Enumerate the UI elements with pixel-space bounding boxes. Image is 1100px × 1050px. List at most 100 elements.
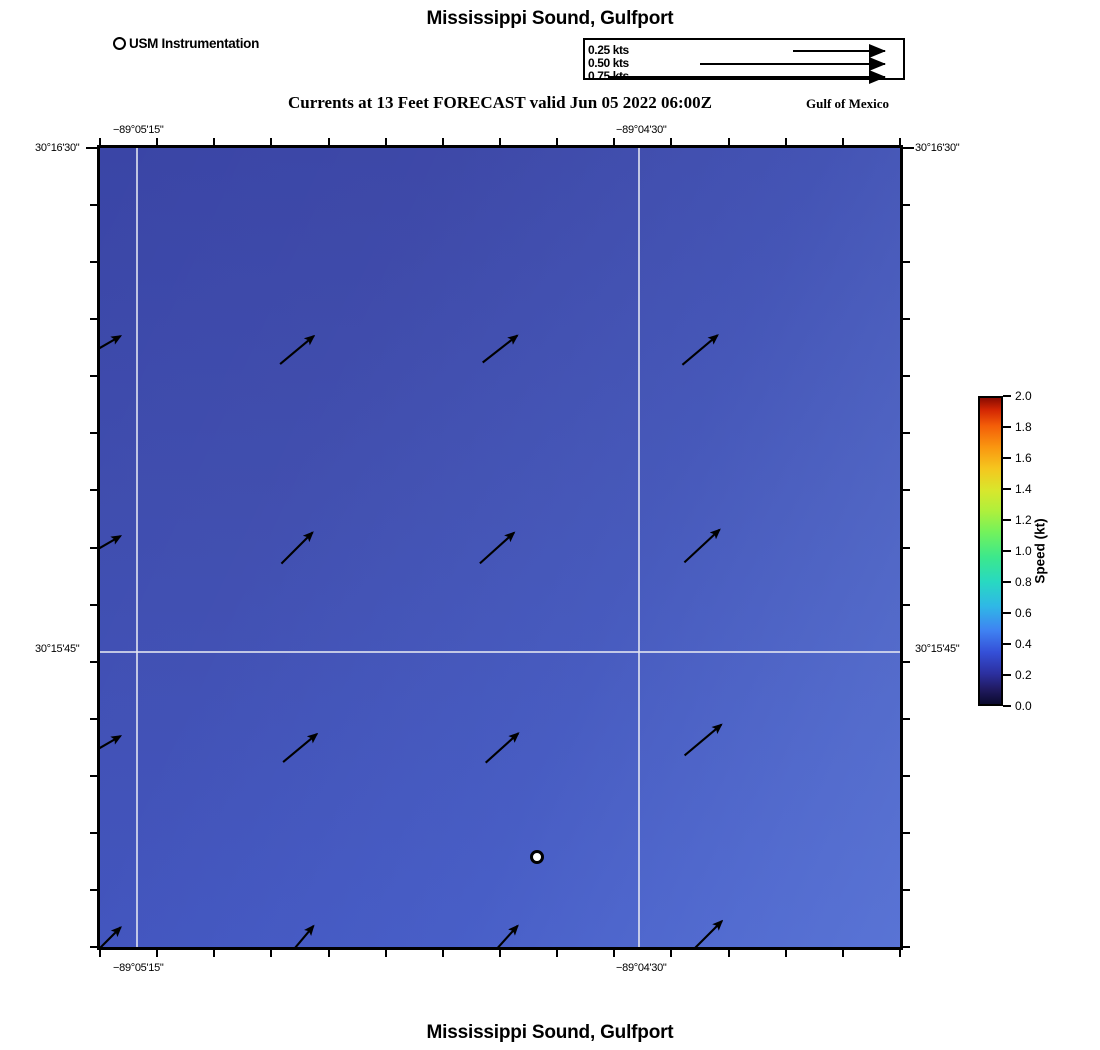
axis-tick-left [90, 660, 97, 663]
colorbar-tick-label: 1.6 [1015, 451, 1032, 465]
axis-tick-right [903, 717, 910, 720]
current-vector-arrow [279, 334, 316, 365]
scale-legend-row: 0.50 kts [585, 56, 903, 71]
axis-tick-bottom [784, 950, 787, 957]
axis-tick-left [90, 261, 97, 264]
axis-tick-left [90, 546, 97, 549]
scale-legend-row: 0.25 kts [585, 43, 903, 58]
axis-tick-right [903, 375, 910, 378]
current-vector-arrow [683, 723, 723, 757]
region-label: Gulf of Mexico [806, 96, 890, 111]
axis-tick-bottom [441, 950, 444, 957]
axis-tick-right [903, 946, 910, 948]
axis-tick-bottom [270, 950, 273, 957]
colorbar-tick-label: 0.2 [1015, 668, 1032, 682]
colorbar-tick-label: 0.4 [1015, 637, 1032, 651]
axis-tick-bottom [156, 950, 159, 957]
axis-tick-top [613, 138, 616, 145]
axis-tick-top [899, 138, 901, 145]
axis-label-lon-bottom-right: −89°04'30" [616, 962, 667, 974]
usm-legend-label: USM Instrumentation [129, 36, 260, 51]
axis-tick-bottom [613, 950, 616, 957]
colorbar-title: Speed (kt) [1032, 518, 1048, 584]
axis-tick-top [156, 138, 159, 145]
axis-tick-left [90, 603, 97, 606]
colorbar-gradient [978, 396, 1003, 706]
usm-station-marker[interactable] [530, 850, 544, 864]
current-vector-arrow [294, 924, 315, 947]
scale-arrow-head-icon [869, 44, 886, 58]
gridline-longitude [136, 148, 138, 947]
scale-arrow-shaft [608, 76, 885, 78]
axis-tick-bottom [727, 950, 730, 957]
axis-tick-left [90, 489, 97, 492]
axis-tick-right [903, 888, 910, 891]
current-vector-arrow [694, 919, 724, 947]
axis-tick-top [99, 138, 101, 145]
scale-legend-row: 0.75 kts [585, 69, 903, 84]
axis-label-lat-right-top: 30°16'30" [915, 142, 960, 154]
axis-tick-bottom [384, 950, 387, 957]
axis-tick-left [90, 717, 97, 720]
axis-label-lat-left-top: 30°16'30" [35, 142, 80, 154]
axis-tick-left [90, 432, 97, 435]
axis-tick-right [903, 774, 910, 777]
axis-label-lon-top-right: −89°04'30" [616, 124, 667, 136]
axis-tick-top [384, 138, 387, 145]
colorbar-tick [1003, 674, 1011, 676]
current-vector-arrow [100, 926, 122, 947]
page-title: Mississippi Sound, Gulfport [426, 8, 674, 29]
axis-label-lon-top-left: −89°05'15" [113, 124, 164, 136]
axis-tick-left [90, 831, 97, 834]
axis-tick-top [784, 138, 787, 145]
current-vector-arrow [100, 335, 123, 350]
axis-tick-top [727, 138, 730, 145]
current-vector-arrow [100, 535, 123, 550]
axis-tick-right [903, 603, 910, 606]
current-vector-arrow [282, 732, 319, 763]
colorbar-tick [1003, 643, 1011, 645]
axis-tick-top [556, 138, 559, 145]
axis-tick-bottom [670, 950, 673, 957]
axis-label-lat-right-mid: 30°15'45" [915, 643, 960, 655]
scale-arrow-head-icon [869, 70, 886, 84]
axis-tick-top [670, 138, 673, 145]
axis-tick-bottom [213, 950, 216, 957]
axis-tick-top [841, 138, 844, 145]
scale-legend-label: 0.50 kts [588, 56, 629, 70]
colorbar-tick-label: 1.4 [1015, 482, 1032, 496]
current-map-plot[interactable] [97, 145, 903, 950]
axis-tick-left [90, 204, 97, 207]
scale-legend-label: 0.25 kts [588, 43, 629, 57]
axis-tick-right [903, 318, 910, 321]
current-vector-field [100, 334, 724, 947]
scale-arrow-shaft [700, 63, 885, 65]
current-vector-arrow [479, 531, 516, 565]
current-vector-arrow [484, 732, 520, 764]
axis-tick-right [903, 261, 910, 264]
gridline-longitude [638, 148, 640, 947]
axis-tick-top [213, 138, 216, 145]
axis-tick-right [903, 204, 910, 207]
colorbar-tick [1003, 612, 1011, 614]
axis-label-lon-bottom-left: −89°05'15" [113, 962, 164, 974]
current-vector-arrow [683, 528, 721, 564]
colorbar-tick-label: 1.0 [1015, 544, 1032, 558]
axis-tick-bottom [499, 950, 501, 957]
vector-scale-legend: 0.25 kts 0.50 kts 0.75 kts [583, 38, 905, 84]
axis-tick-top [327, 138, 330, 145]
open-circle-icon [113, 37, 126, 50]
axis-tick-right [903, 660, 910, 663]
colorbar-tick-label: 1.2 [1015, 513, 1032, 527]
axis-tick-right [903, 147, 914, 149]
current-vector-arrow [497, 924, 519, 947]
current-vector-arrow [100, 735, 123, 750]
bottom-title: Mississippi Sound, Gulfport [426, 1022, 674, 1043]
axis-tick-bottom [556, 950, 559, 957]
scale-arrow-head-icon [869, 57, 886, 71]
current-vector-arrow [482, 334, 519, 364]
axis-tick-right [903, 546, 910, 549]
axis-tick-left [90, 946, 97, 948]
axis-label-lat-left-mid: 30°15'45" [35, 643, 80, 655]
current-vector-arrow [280, 531, 314, 565]
